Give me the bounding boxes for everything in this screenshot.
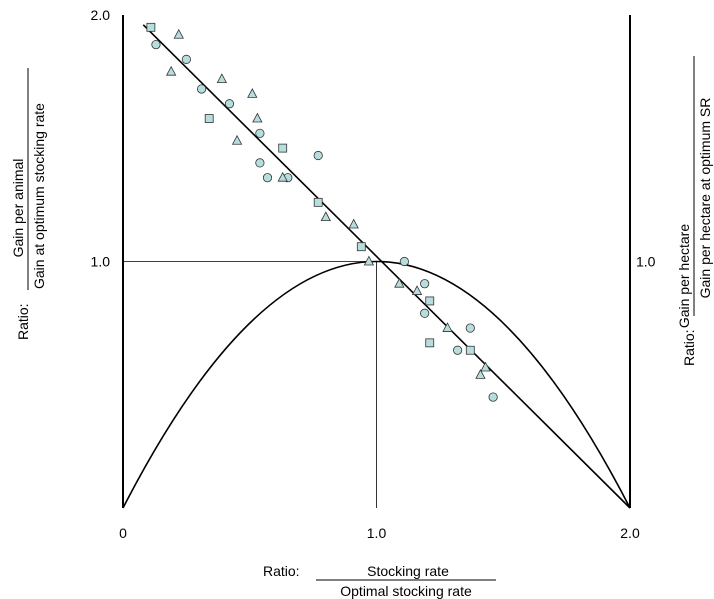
triangle-point <box>216 73 228 83</box>
triangle-point <box>252 112 263 123</box>
circle-point <box>420 279 430 289</box>
circle-point <box>453 345 463 355</box>
right-y-axis-label-denominator: Gain per hectare at optimum SR <box>697 98 713 299</box>
square-point <box>356 242 366 252</box>
right-y-axis-label: Ratio: Gain per hectare Gain per hectare… <box>676 56 713 366</box>
right-y-axis-label-prefix: Ratio: <box>681 329 697 366</box>
gain-per-hectare-curve <box>122 260 631 509</box>
square-point <box>425 296 435 306</box>
triangle-point <box>277 171 288 182</box>
circle-point <box>262 173 273 183</box>
square-point <box>313 197 323 207</box>
x-axis-label-prefix: Ratio: <box>263 563 300 579</box>
square-point <box>278 143 288 153</box>
triangle-point <box>231 134 243 145</box>
ticks-layer: 0 1.0 2.0 1.0 2.0 1.0 <box>91 7 656 541</box>
x-axis-label-denominator: Optimal stocking rate <box>340 583 472 599</box>
left-y-tick-label: 1.0 <box>91 254 111 270</box>
circle-point <box>151 39 161 50</box>
circle-point <box>313 150 323 161</box>
triangle-point <box>363 255 375 266</box>
left-y-axis-label-prefix: Ratio: <box>15 303 31 340</box>
circle-point <box>488 392 498 402</box>
left-y-axis-label-numerator: Gain per animal <box>10 159 26 258</box>
x-tick-label: 0 <box>119 525 127 541</box>
triangle-point <box>411 285 423 295</box>
left-y-axis-label-denominator: Gain at optimum stocking rate <box>31 103 47 289</box>
points-layer <box>146 22 498 402</box>
triangle-point <box>173 28 184 39</box>
circle-point <box>399 256 409 267</box>
triangle-point <box>480 361 491 372</box>
triangle-point <box>320 211 331 222</box>
right-y-axis-label-numerator: Gain per hectare <box>676 224 692 328</box>
x-tick-label: 1.0 <box>367 525 387 541</box>
circle-point <box>224 99 235 109</box>
gain-per-animal-line <box>142 24 631 509</box>
square-point <box>146 22 156 32</box>
circle-point <box>255 128 265 138</box>
square-point <box>204 114 214 123</box>
triangle-point <box>475 369 486 379</box>
square-point <box>425 338 435 348</box>
circle-point <box>196 84 207 94</box>
x-tick-label: 2.0 <box>620 525 640 541</box>
x-axis-label-numerator: Stocking rate <box>367 563 449 579</box>
circle-point <box>255 158 265 168</box>
left-y-tick-label: 2.0 <box>91 7 111 23</box>
triangle-point <box>442 322 453 332</box>
circle-point <box>420 308 430 318</box>
circle-point <box>465 323 475 333</box>
square-point <box>465 345 475 355</box>
left-y-axis-label: Ratio: Gain per animal Gain at optimum s… <box>10 68 47 340</box>
triangle-point <box>247 88 258 98</box>
circle-point <box>181 54 191 64</box>
lines-layer <box>122 15 631 509</box>
triangle-point <box>394 277 405 288</box>
right-y-tick-label: 1.0 <box>636 254 656 270</box>
triangle-point <box>166 65 177 76</box>
triangle-point <box>348 218 359 229</box>
